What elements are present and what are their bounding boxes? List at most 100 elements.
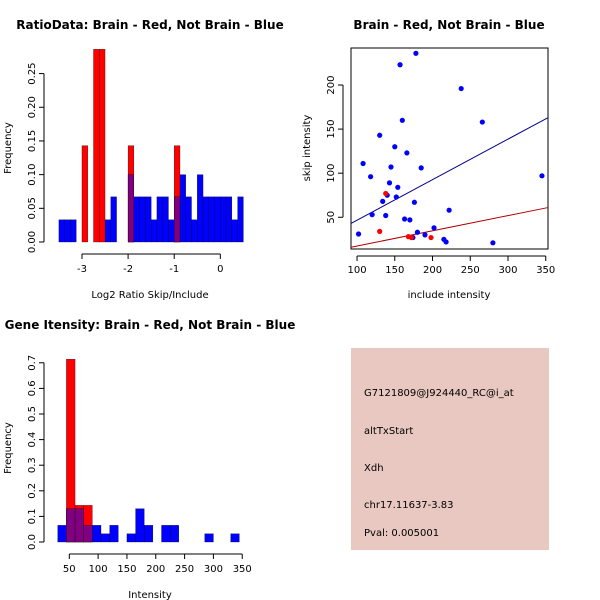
ratio-hist-blue-bar xyxy=(151,219,158,243)
not-brain-point xyxy=(422,232,428,238)
scatter-y-tick-label: 200 xyxy=(326,75,337,94)
intensity-hist-blue-bar xyxy=(144,525,154,543)
not-brain-point xyxy=(418,165,424,171)
ratio-hist-blue-bar xyxy=(185,196,192,243)
ratio-hist-blue-bar xyxy=(225,196,233,243)
ratio-hist-blue-bar xyxy=(139,196,146,243)
not-brain-point xyxy=(392,144,398,150)
intensity-histogram-title: Gene Itensity: Brain - Red, Not Brain - … xyxy=(5,318,296,332)
intensity-hist-blue-bar xyxy=(57,525,67,543)
ratio-hist-overlap-bar xyxy=(174,196,181,243)
ratio-hist-blue-bar xyxy=(231,219,238,243)
ratio-histogram-ylabel: Frequency xyxy=(3,122,14,174)
intensity-hist-blue-bar xyxy=(109,525,119,543)
not-brain-point xyxy=(539,173,545,179)
brain-fit-line xyxy=(350,207,549,248)
ratio-hist-blue-bar xyxy=(104,219,111,243)
not-brain-point xyxy=(355,231,362,237)
ratio-hist-blue-bar xyxy=(156,196,163,243)
not-brain-point xyxy=(369,212,375,218)
intensity-hist-y-tick-label: 0.3 xyxy=(27,457,38,473)
intensity-histogram-axes: 50 100 150 200 250 300 350 0.0 0.1 0.2 0.3 0.4 0.5 0.… xyxy=(27,355,252,575)
intensity-hist-y-tick-label: 0.5 xyxy=(27,406,38,422)
intensity-hist-overlap-bar xyxy=(83,525,93,543)
intensity-hist-y-tick-label: 0.0 xyxy=(27,534,38,550)
intensity-hist-y-tick-label: 0.7 xyxy=(27,355,38,371)
ratio-hist-x-tick-label: -3 xyxy=(77,264,87,275)
scatter-x-tick-label: 100 xyxy=(347,265,366,276)
intensity-hist-blue-bar xyxy=(126,533,136,543)
ratio-hist-blue-bar xyxy=(214,196,221,243)
not-brain-point xyxy=(411,199,418,205)
ratio-hist-red-bar xyxy=(93,49,100,243)
ratio-hist-y-tick-label: 0.10 xyxy=(27,163,38,185)
intensity-hist-x-tick-label: 100 xyxy=(89,564,108,575)
scatter-plot-box xyxy=(350,47,549,250)
scatter-x-tick-label: 250 xyxy=(461,265,480,276)
scatter-ylabel: skip intensity xyxy=(302,115,313,182)
ratio-hist-blue-bar xyxy=(70,219,77,243)
intensity-hist-y-tick-label: 0.2 xyxy=(27,483,38,499)
intensity-hist-y-tick-label: 0.4 xyxy=(27,432,38,448)
intensity-histogram-bars xyxy=(57,359,240,543)
intensity-histogram-xlabel: Intensity xyxy=(128,590,172,600)
not-brain-point xyxy=(383,212,389,219)
ratio-histogram-bars xyxy=(58,49,244,243)
not-brain-point xyxy=(401,216,408,222)
not-brain-point xyxy=(377,132,383,138)
not-brain-point xyxy=(399,117,405,123)
intensity-hist-x-tick-label: 50 xyxy=(63,564,76,575)
intensity-scatter-panel: Brain - Red, Not Brain - Blue include in… xyxy=(302,18,555,301)
not-brain-point xyxy=(380,198,386,204)
intensity-hist-blue-bar xyxy=(204,533,214,543)
ratio-histogram-axes: -3 -2 -1 0 0.00 0.05 0.10 0.15 0.20 0.25 xyxy=(27,62,224,275)
ratio-hist-blue-bar xyxy=(133,196,140,243)
ratio-hist-blue-bar xyxy=(145,196,152,243)
scatter-x-tick-label: 200 xyxy=(423,265,442,276)
not-brain-point xyxy=(368,174,374,180)
ratio-hist-y-tick-label: 0.00 xyxy=(27,231,38,253)
ratio-hist-blue-bar xyxy=(168,219,175,243)
ratio-hist-red-bar xyxy=(81,145,88,243)
not-brain-point xyxy=(479,119,485,125)
ratio-hist-y-tick-label: 0.25 xyxy=(27,62,38,84)
intensity-hist-y-tick-label: 0.1 xyxy=(27,508,38,524)
ratio-hist-blue-bar xyxy=(237,196,244,243)
intensity-hist-blue-bar xyxy=(100,533,110,543)
not-brain-point xyxy=(386,180,393,186)
ratio-histogram-title: RatioData: Brain - Red, Not Brain - Blue xyxy=(16,18,283,32)
intensity-histogram-ylabel: Frequency xyxy=(3,422,14,474)
intensity-hist-blue-bar xyxy=(161,525,171,543)
scatter-x-tick-label: 300 xyxy=(498,265,517,276)
not-brain-point xyxy=(490,240,496,246)
gene-name-text: Xdh xyxy=(364,463,384,474)
probe-info-panel: G7121809@J924440_RC@i_at altTxStart Xdh … xyxy=(351,348,549,550)
ratio-hist-red-bar xyxy=(99,49,106,243)
not-brain-point xyxy=(395,184,401,190)
ratio-hist-overlap-bar xyxy=(127,174,135,243)
intensity-hist-blue-bar xyxy=(92,525,102,543)
ratio-hist-blue-bar xyxy=(179,174,186,243)
scatter-axes: 100 150 200 250 300 350 50 100 150 200 xyxy=(326,75,555,276)
intensity-hist-x-tick-label: 350 xyxy=(233,564,252,575)
scatter-points xyxy=(355,50,545,246)
not-brain-point xyxy=(443,239,449,245)
ratio-hist-x-tick-label: -1 xyxy=(169,264,179,275)
not-brain-point xyxy=(393,194,399,200)
ratio-hist-blue-bar xyxy=(110,196,117,243)
pval-text: Pval: 0.005001 xyxy=(364,528,439,539)
intensity-hist-x-tick-label: 250 xyxy=(175,564,194,575)
intensity-hist-blue-bar xyxy=(230,533,240,543)
intensity-hist-overlap-bar xyxy=(74,508,84,543)
brain-point xyxy=(377,228,383,234)
scatter-x-tick-label: 350 xyxy=(536,265,555,276)
not-brain-point xyxy=(414,229,421,235)
ratio-histogram-panel: RatioData: Brain - Red, Not Brain - Blue… xyxy=(3,18,284,301)
ratio-hist-blue-bar xyxy=(64,219,71,243)
ratio-hist-blue-bar xyxy=(58,219,65,243)
not-brain-point xyxy=(413,50,419,56)
scatter-y-tick-label: 100 xyxy=(326,164,337,183)
not-brain-point xyxy=(404,150,410,156)
location-text: chr17.11637-3.83 xyxy=(364,500,454,511)
